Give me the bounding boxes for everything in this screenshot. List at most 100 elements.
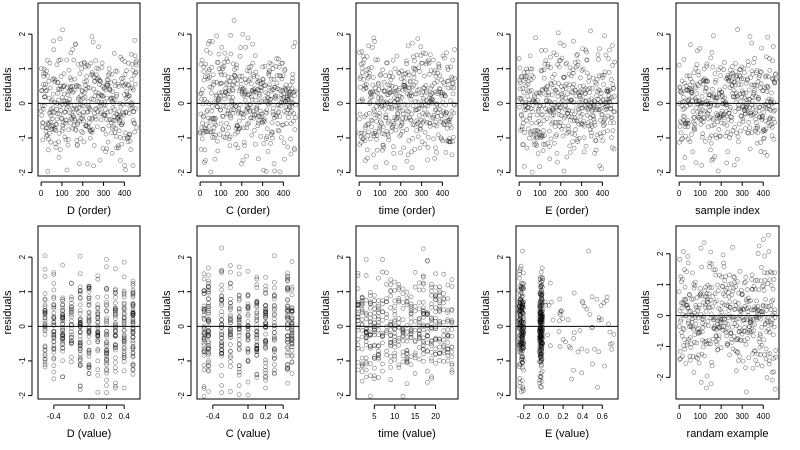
y-tick-label: 2 [18, 254, 27, 259]
data-point [713, 95, 719, 101]
data-point [429, 83, 435, 89]
data-point [51, 296, 57, 301]
data-point [283, 87, 289, 93]
data-point [45, 57, 50, 63]
data-point [60, 84, 66, 89]
data-point [702, 88, 708, 94]
data-point [65, 101, 71, 106]
data-point [706, 92, 712, 98]
data-point [363, 123, 369, 129]
data-point [85, 109, 91, 115]
data-point [562, 113, 568, 119]
data-point [762, 150, 768, 155]
data-point [556, 64, 562, 70]
data-point [585, 87, 590, 92]
data-point [226, 74, 231, 80]
data-point [727, 135, 732, 140]
data-point [380, 361, 385, 367]
data-point [77, 319, 83, 325]
data-point [201, 276, 207, 282]
data-point [203, 129, 209, 135]
data-point [761, 237, 766, 242]
data-point [598, 134, 604, 139]
data-point [86, 365, 92, 370]
data-point [518, 128, 523, 133]
data-point [755, 123, 760, 129]
data-point [223, 90, 229, 96]
data-point [200, 130, 206, 136]
data-point [198, 111, 204, 117]
data-point [104, 347, 109, 353]
data-point [263, 385, 268, 391]
data-point [106, 123, 112, 129]
data-point [602, 101, 608, 107]
data-point [756, 108, 762, 114]
data-point [391, 144, 396, 149]
data-point [43, 128, 49, 134]
data-point [433, 309, 438, 315]
data-point [421, 118, 427, 124]
data-point [704, 385, 709, 391]
data-point [762, 101, 768, 107]
data-point [254, 106, 259, 111]
data-point [677, 101, 682, 106]
data-point [219, 363, 224, 368]
data-point [113, 325, 118, 330]
data-point [202, 74, 208, 80]
data-point [718, 113, 724, 119]
data-point [687, 42, 693, 48]
data-point [742, 108, 748, 113]
data-point [559, 95, 565, 100]
data-point [266, 69, 272, 75]
data-point [392, 288, 398, 293]
data-point [59, 128, 65, 134]
data-point [51, 329, 57, 334]
data-point [730, 288, 736, 294]
data-point [401, 75, 407, 81]
data-point [39, 113, 45, 118]
data-point [605, 97, 611, 103]
data-point [95, 339, 101, 344]
data-point [263, 90, 269, 95]
data-point [359, 346, 365, 352]
data-point [752, 104, 758, 110]
data-point [216, 97, 222, 103]
data-point [97, 77, 102, 83]
data-point [681, 249, 686, 254]
data-point [767, 116, 773, 122]
data-point [611, 332, 617, 337]
data-point [62, 109, 67, 115]
data-point [207, 84, 213, 90]
data-point [386, 137, 392, 143]
data-point [287, 82, 293, 88]
data-point [263, 375, 268, 380]
data-point [206, 115, 211, 121]
data-point [569, 108, 575, 114]
data-point [115, 145, 121, 151]
data-point [447, 139, 452, 145]
data-point [113, 347, 118, 353]
data-point [520, 248, 526, 254]
data-point [677, 124, 683, 129]
data-point [450, 139, 455, 144]
data-point [109, 95, 114, 101]
data-point [533, 134, 539, 140]
data-point [62, 98, 68, 104]
data-point [72, 76, 77, 82]
data-point [737, 353, 743, 359]
data-point [568, 73, 574, 79]
data-point [419, 102, 424, 108]
data-point [388, 89, 394, 95]
data-point [114, 93, 119, 99]
data-point [235, 145, 241, 151]
data-point [710, 86, 715, 92]
data-point [51, 349, 57, 355]
data-point [529, 169, 535, 175]
data-point [203, 61, 209, 67]
data-point [205, 74, 211, 79]
data-point [78, 116, 84, 121]
data-point [71, 114, 76, 120]
data-point [95, 331, 101, 336]
